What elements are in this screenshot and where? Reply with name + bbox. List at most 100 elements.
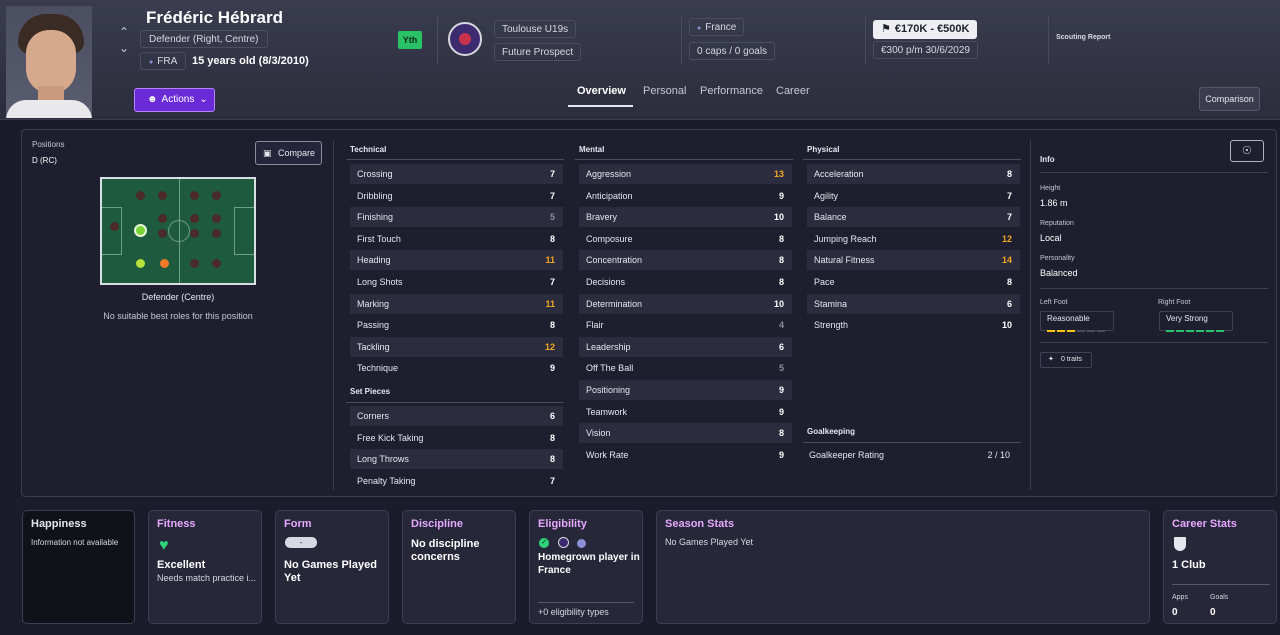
tab-performance[interactable]: Performance: [700, 85, 763, 97]
attribute-row[interactable]: Penalty Taking 7: [350, 471, 563, 491]
attribute-row[interactable]: Composure 8: [579, 229, 792, 249]
chevron-down-icon[interactable]: ⌄: [118, 41, 130, 55]
attribute-row[interactable]: Off The Ball 5: [579, 358, 792, 378]
attribute-row[interactable]: Bravery 10: [579, 207, 792, 228]
shield-icon: [1174, 537, 1186, 551]
form-card[interactable]: Form - No Games Played Yet: [275, 510, 389, 624]
attribute-row[interactable]: Pace 8: [807, 272, 1020, 292]
happiness-text: Information not available: [31, 538, 119, 547]
position-dot[interactable]: [190, 229, 199, 238]
attribute-row[interactable]: Natural Fitness 14: [807, 250, 1020, 271]
attribute-row[interactable]: Aggression 13: [579, 164, 792, 184]
attribute-row[interactable]: Long Throws 8: [350, 449, 563, 470]
foot-bar: [1176, 330, 1184, 332]
person-settings-button[interactable]: ☉: [1230, 140, 1264, 162]
attribute-row[interactable]: Stamina 6: [807, 293, 1020, 314]
position-dot-primary[interactable]: [134, 224, 147, 237]
attribute-value: 8: [1006, 169, 1012, 179]
club-name[interactable]: Toulouse U19s: [494, 20, 577, 38]
position-dot[interactable]: [190, 214, 199, 223]
attribute-name: First Touch: [357, 233, 401, 244]
fitness-card[interactable]: Fitness ♥ Excellent Needs match practice…: [148, 510, 262, 624]
happiness-card[interactable]: Happiness Information not available: [22, 510, 135, 624]
chevron-up-icon[interactable]: ⌃: [118, 25, 130, 39]
position-dot[interactable]: [158, 214, 167, 223]
compare-button[interactable]: ▣ Compare: [255, 141, 322, 165]
position-dot[interactable]: [136, 259, 145, 268]
attribute-row[interactable]: Jumping Reach 12: [807, 229, 1020, 249]
attribute-row[interactable]: Balance 7: [807, 207, 1020, 228]
position-dot[interactable]: [160, 259, 169, 268]
attribute-row[interactable]: Leadership 6: [579, 336, 792, 357]
attribute-name: Acceleration: [814, 169, 864, 179]
position-pitch[interactable]: [100, 177, 256, 285]
comparison-button[interactable]: Comparison: [1199, 87, 1260, 111]
attribute-row[interactable]: Teamwork 9: [579, 402, 792, 422]
attribute-row[interactable]: Flair 4: [579, 315, 792, 335]
attribute-row[interactable]: First Touch 8: [350, 229, 563, 249]
transfer-value[interactable]: ⚑ €170K - €500K: [873, 20, 978, 39]
attribute-name: Flair: [586, 320, 604, 331]
attribute-name: Work Rate: [586, 449, 629, 460]
attribute-row[interactable]: Passing 8: [350, 315, 563, 335]
attribute-value: 7: [1006, 190, 1012, 201]
attribute-name: Anticipation: [586, 190, 633, 201]
position-dot[interactable]: [158, 191, 167, 200]
attribute-row[interactable]: Finishing 5: [350, 207, 563, 228]
position-dot[interactable]: [212, 214, 221, 223]
attribute-row[interactable]: Work Rate 9: [579, 445, 792, 465]
career-stats-card[interactable]: Career Stats 1 Club Apps 0 Goals 0: [1163, 510, 1277, 624]
season-stats-card[interactable]: Season Stats No Games Played Yet: [656, 510, 1150, 624]
position-dot[interactable]: [110, 222, 119, 231]
tab-career[interactable]: Career: [776, 85, 810, 97]
attribute-row[interactable]: Dribbling 7: [350, 186, 563, 206]
eligibility-card[interactable]: Eligibility ✓ Homegrown player in France…: [529, 510, 643, 624]
club-crest-icon[interactable]: [448, 22, 482, 56]
attribute-row[interactable]: Long Shots 7: [350, 272, 563, 292]
attribute-row[interactable]: Anticipation 9: [579, 186, 792, 206]
attribute-row[interactable]: Free Kick Taking 8: [350, 428, 563, 448]
eligibility-more[interactable]: +0 eligibility types: [538, 607, 609, 617]
attribute-row[interactable]: Crossing 7: [350, 164, 563, 184]
position-dot[interactable]: [212, 229, 221, 238]
discipline-card[interactable]: Discipline No discipline concerns: [402, 510, 516, 624]
personality-label: Personality: [1040, 255, 1075, 262]
card-title: Fitness: [157, 518, 196, 530]
attribute-row[interactable]: Vision 8: [579, 423, 792, 444]
position-dot[interactable]: [190, 259, 199, 268]
attribute-name: Marking: [357, 298, 390, 309]
attribute-row[interactable]: Determination 10: [579, 293, 792, 314]
position-dot[interactable]: [190, 191, 199, 200]
scouting-report-link[interactable]: Scouting Report: [1056, 34, 1111, 41]
attribute-row[interactable]: Heading 11: [350, 250, 563, 271]
position-dot[interactable]: [212, 191, 221, 200]
attribute-value: 12: [1001, 233, 1012, 244]
attribute-value: 4: [778, 320, 784, 331]
attribute-row[interactable]: Decisions 8: [579, 272, 792, 292]
attribute-row[interactable]: Strength 10: [807, 315, 1020, 335]
contract-wage[interactable]: €300 p/m 30/6/2029: [873, 41, 978, 59]
attribute-name: Teamwork: [586, 406, 628, 417]
position-dot[interactable]: [158, 229, 167, 238]
attribute-name: Long Throws: [357, 454, 409, 465]
attribute-row[interactable]: Corners 6: [350, 406, 563, 426]
positions-label: Positions: [32, 140, 65, 149]
position-dot[interactable]: [212, 259, 221, 268]
attribute-row[interactable]: Acceleration 8: [807, 164, 1020, 184]
nation-link[interactable]: ● France: [689, 18, 745, 36]
set-pieces-heading: Set Pieces: [350, 387, 391, 396]
tab-overview[interactable]: Overview: [577, 85, 626, 97]
position-dot[interactable]: [136, 191, 145, 200]
attribute-row[interactable]: Marking 11: [350, 293, 563, 314]
attribute-row[interactable]: Tackling 12: [350, 336, 563, 357]
attribute-row[interactable]: Technique 9: [350, 358, 563, 378]
nationality-badge[interactable]: ● FRA: [140, 52, 187, 70]
attribute-row[interactable]: Agility 7: [807, 186, 1020, 206]
traits-button[interactable]: ✦ 0 traits: [1040, 352, 1092, 368]
attribute-value: 9: [778, 449, 784, 460]
attribute-row[interactable]: Concentration 8: [579, 250, 792, 271]
attribute-row[interactable]: Positioning 9: [579, 380, 792, 400]
tab-personal[interactable]: Personal: [643, 85, 687, 97]
attribute-value: 11: [545, 298, 555, 309]
actions-button[interactable]: ☻ Actions ⌄: [134, 88, 215, 112]
